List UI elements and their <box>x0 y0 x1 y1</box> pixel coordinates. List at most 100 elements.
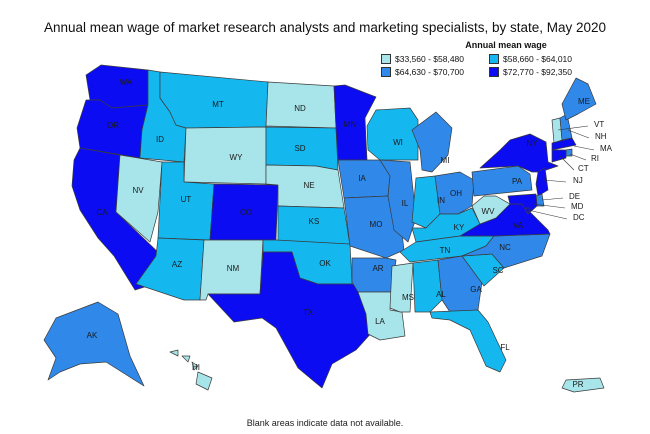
leader-line-ct <box>559 155 575 171</box>
state-label-oh: OH <box>450 189 462 198</box>
state-label-mi: MI <box>441 156 450 165</box>
leader-line-ma <box>573 145 595 151</box>
state-label-wi: WI <box>393 138 403 147</box>
state-labels: WA OR CA ID NV MT WY UT AZ CO NM ND SD NE KS OK TX MN IA MO… <box>87 78 613 389</box>
label-leader-lines <box>527 125 595 220</box>
state-label-ky: KY <box>454 223 465 232</box>
state-ks <box>277 205 351 247</box>
state-label-co: CO <box>240 208 252 217</box>
state-label-id: ID <box>156 135 164 144</box>
legend-title: Annual mean wage <box>465 40 547 50</box>
state-label-tn: TN <box>440 246 451 255</box>
state-label-mo: MO <box>370 220 383 229</box>
state-fl <box>429 309 507 373</box>
state-label-ma: MA <box>600 144 613 153</box>
leader-line-de <box>541 197 564 201</box>
legend-swatch <box>489 54 499 64</box>
state-pa <box>471 165 533 197</box>
state-ak <box>43 301 145 387</box>
state-wy <box>183 126 267 185</box>
legend-item-tier-2: $58,660 - $64,010 <box>489 54 609 64</box>
state-label-nh: NH <box>595 132 607 141</box>
leader-line-ri <box>569 153 587 161</box>
state-label-wy: WY <box>230 153 244 162</box>
state-mi <box>411 111 453 173</box>
state-ri <box>565 148 573 157</box>
state-label-wa: WA <box>120 78 133 87</box>
legend-label: $72,770 - $92,350 <box>503 67 573 77</box>
state-label-ok: OK <box>319 259 331 268</box>
state-label-nd: ND <box>294 104 306 113</box>
state-pr <box>561 377 605 393</box>
legend-item-tier-1: $33,560 - $58,480 <box>381 54 489 64</box>
state-label-ar: AR <box>372 264 383 273</box>
state-label-ia: IA <box>358 174 366 183</box>
state-label-la: LA <box>375 317 385 326</box>
state-label-dc: DC <box>573 213 585 222</box>
state-label-in: IN <box>437 196 445 205</box>
state-label-nm: NM <box>227 264 240 273</box>
state-label-nj: NJ <box>573 176 583 185</box>
state-al <box>412 259 443 313</box>
state-tx <box>207 251 375 389</box>
legend-label: $58,660 - $64,010 <box>503 54 573 64</box>
leader-line-vt <box>557 125 589 131</box>
state-shapes <box>43 64 605 393</box>
legend-label: $64,630 - $70,700 <box>395 67 465 77</box>
state-wi <box>366 107 419 161</box>
state-label-pr: PR <box>572 380 583 389</box>
state-label-sc: SC <box>492 266 503 275</box>
footnote: Blank areas indicate data not available. <box>246 418 404 428</box>
legend-item-tier-3: $64,630 - $70,700 <box>381 67 489 77</box>
state-label-va: VA <box>513 221 524 230</box>
legend-label: $33,560 - $58,480 <box>395 54 465 64</box>
state-label-az: AZ <box>172 260 182 269</box>
leader-line-md <box>533 203 566 209</box>
legend-item-tier-4: $72,770 - $92,350 <box>489 67 609 77</box>
state-label-hi: HI <box>192 363 200 372</box>
state-ma <box>551 137 577 151</box>
state-label-md: MD <box>571 202 584 211</box>
state-label-il: IL <box>402 199 409 208</box>
state-label-mt: MT <box>212 100 224 109</box>
state-nc <box>461 233 551 269</box>
state-ny <box>479 133 559 173</box>
state-label-ks: KS <box>309 217 320 226</box>
legend-swatch <box>381 67 391 77</box>
state-label-ut: UT <box>181 195 192 204</box>
state-label-me: ME <box>578 97 590 106</box>
state-label-ca: CA <box>96 208 108 217</box>
state-label-or: OR <box>107 121 119 130</box>
state-nj <box>535 167 549 197</box>
state-ms <box>389 262 414 313</box>
state-label-ne: NE <box>303 181 314 190</box>
state-label-mn: MN <box>344 120 357 129</box>
state-label-al: AL <box>436 290 446 299</box>
legend: Annual mean wage $33,560 - $58,480 $58,6… <box>381 40 621 77</box>
state-label-ms: MS <box>402 293 414 302</box>
legend-swatch <box>381 54 391 64</box>
state-label-nc: NC <box>499 243 511 252</box>
state-label-vt: VT <box>594 120 604 129</box>
state-hi <box>169 349 213 391</box>
state-mn <box>333 84 377 161</box>
state-label-de: DE <box>569 192 580 201</box>
state-label-ri: RI <box>591 154 599 163</box>
state-ct <box>551 149 567 163</box>
state-label-ny: NY <box>526 139 538 148</box>
state-label-ct: CT <box>578 164 589 173</box>
map-title: Annual mean wage of market research anal… <box>43 20 607 35</box>
state-label-nv: NV <box>132 186 144 195</box>
state-label-sd: SD <box>294 144 305 153</box>
state-label-fl: FL <box>500 343 510 352</box>
state-label-wv: WV <box>482 207 496 216</box>
leader-line-nj <box>543 179 567 183</box>
state-label-pa: PA <box>512 177 523 186</box>
state-me <box>561 77 597 121</box>
legend-swatch <box>489 67 499 77</box>
state-label-ga: GA <box>470 285 482 294</box>
state-label-tx: TX <box>303 308 314 317</box>
state-nv <box>115 154 163 243</box>
